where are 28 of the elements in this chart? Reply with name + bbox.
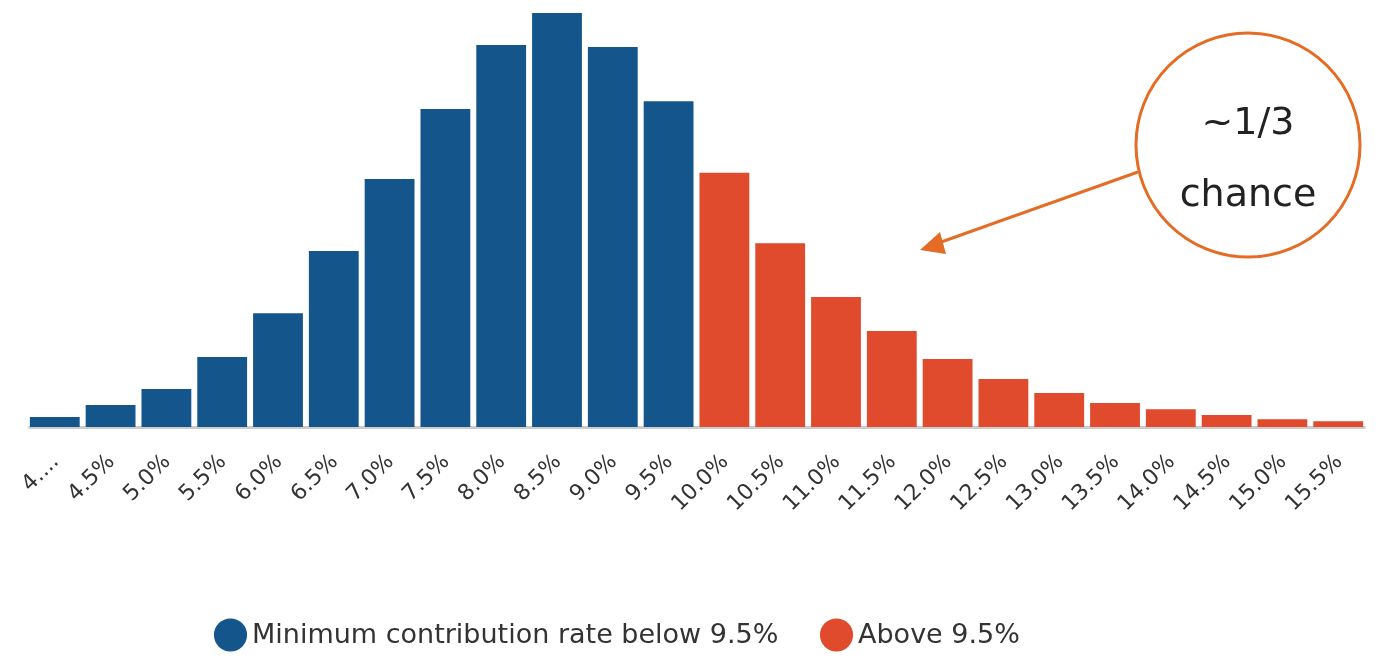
- bar: [476, 44, 527, 427]
- bar: [141, 388, 192, 427]
- bar: [866, 330, 917, 427]
- legend-label: Minimum contribution rate below 9.5%: [252, 617, 779, 649]
- bar: [1090, 402, 1140, 427]
- bar: [197, 357, 248, 427]
- bar: [1313, 421, 1364, 427]
- bar: [364, 179, 415, 427]
- bar: [1145, 409, 1196, 427]
- bar: [1257, 419, 1308, 427]
- bar: [308, 251, 359, 427]
- bar: [755, 243, 806, 427]
- bar: [922, 359, 973, 427]
- bar: [978, 378, 1029, 427]
- bar: [29, 417, 80, 427]
- bar: [532, 13, 582, 427]
- bar: [85, 405, 136, 427]
- legend-label: Above 9.5%: [858, 617, 1020, 649]
- bar: [811, 297, 861, 427]
- x-tick-label: 4....: [15, 448, 64, 496]
- bar: [420, 109, 471, 427]
- bar: [643, 101, 694, 427]
- bar: [253, 313, 303, 427]
- bar: [699, 172, 750, 427]
- annotation: ~1/3 chance: [1178, 98, 1318, 218]
- bar: [1034, 393, 1085, 427]
- bar: [1201, 414, 1252, 427]
- bar: [587, 46, 638, 427]
